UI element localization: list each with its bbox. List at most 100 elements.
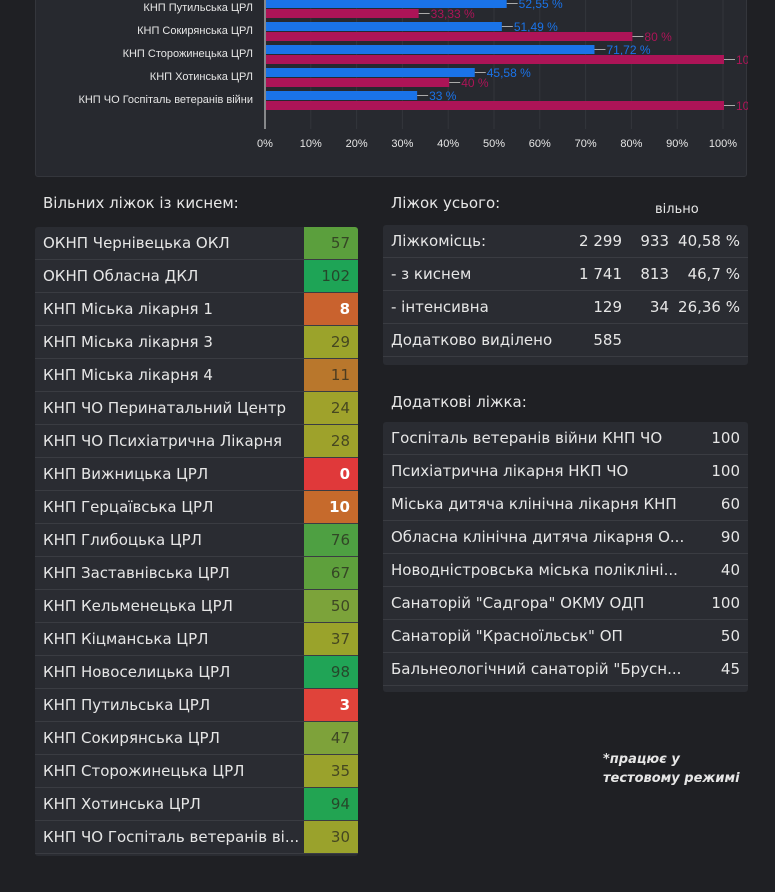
oxygen-table-row: КНП Міська лікарня 4 11 — [35, 359, 358, 392]
oxygen-table-row: КНП Кіцманська ЦРЛ 37 — [35, 623, 358, 656]
totals-total: 1 741 — [579, 265, 622, 283]
bar-red[interactable] — [266, 101, 724, 110]
free-oxygen-beds-value: 35 — [304, 755, 358, 787]
hospital-name: КНП Міська лікарня 3 — [43, 333, 213, 351]
oxygen-table-row: КНП Заставнівська ЦРЛ 67 — [35, 557, 358, 590]
hospital-name: КНП Путильська ЦРЛ — [43, 696, 211, 714]
note-line-2: тестовому режимі — [603, 771, 740, 786]
bar-red[interactable] — [266, 9, 419, 18]
x-tick-label: 40% — [437, 138, 459, 150]
oxygen-table-row: КНП ЧО Перинатальний Центр 24 — [35, 392, 358, 425]
extra-beds-value: 40 — [720, 561, 740, 579]
category-label: КНП Сторожинецька ЦРЛ — [123, 48, 253, 60]
occupancy-chart-panel: 0% 10% 20% 30% 40% 50% 60% 70% 80% 90% 100% КНП Пут… — [35, 0, 748, 177]
totals-percent: 46,7 % — [687, 265, 740, 283]
free-column-header: вільно — [655, 202, 699, 217]
totals-label: Додатково виділено — [391, 331, 553, 349]
test-mode-note: *працює у тестовому режимі — [603, 750, 740, 788]
free-oxygen-beds-value: 37 — [304, 623, 358, 655]
oxygen-table-row: КНП Вижницька ЦРЛ 0 — [35, 458, 358, 491]
x-tick-label: 0% — [257, 138, 273, 150]
data-label: 51,49 % — [514, 20, 558, 34]
oxygen-table-row: КНП Глибоцька ЦРЛ 76 — [35, 524, 358, 557]
oxygen-table-row: КНП ЧО Госпіталь ветеранів ві... 30 — [35, 821, 358, 854]
free-oxygen-beds-value: 28 — [304, 425, 358, 457]
facility-name: Госпіталь ветеранів війни КНП ЧО — [391, 429, 663, 447]
free-oxygen-beds-value: 50 — [304, 590, 358, 622]
x-tick-label: 90% — [666, 138, 688, 150]
category-label: КНП Сокирянська ЦРЛ — [137, 25, 253, 37]
bar-blue[interactable] — [266, 91, 418, 100]
x-tick-label: 50% — [483, 138, 505, 150]
bar-red[interactable] — [266, 78, 450, 87]
x-tick-label: 70% — [575, 138, 597, 150]
total-beds-title: Ліжок усього: — [391, 194, 501, 212]
hospital-name: КНП ЧО Перинатальний Центр — [43, 399, 286, 417]
free-oxygen-beds-value: 30 — [304, 821, 358, 853]
oxygen-table-row: КНП Кельменецька ЦРЛ 50 — [35, 590, 358, 623]
free-oxygen-beds-value: 76 — [304, 524, 358, 556]
free-oxygen-beds-value: 0 — [304, 458, 358, 490]
free-oxygen-beds-value: 94 — [304, 788, 358, 820]
hospital-name: КНП Хотинська ЦРЛ — [43, 795, 201, 813]
oxygen-table-row: КНП Сторожинецька ЦРЛ 35 — [35, 755, 358, 788]
hospital-name: ОКНП Обласна ДКЛ — [43, 267, 199, 285]
hospital-name: КНП Міська лікарня 1 — [43, 300, 213, 318]
extra-beds-row: Санаторій "Садгора" ОКМУ ОДП 100 — [383, 587, 748, 620]
hospital-name: ОКНП Чернівецька ОКЛ — [43, 234, 230, 252]
facility-name: Санаторій "Красноїльськ" ОП — [391, 627, 623, 645]
extra-beds-value: 100 — [711, 462, 740, 480]
totals-total: 129 — [593, 298, 622, 316]
bar-blue[interactable] — [266, 45, 595, 54]
totals-free: 933 — [640, 232, 669, 250]
x-tick-label: 80% — [620, 138, 642, 150]
hospital-name: КНП ЧО Госпіталь ветеранів ві... — [43, 828, 300, 846]
bar-blue[interactable] — [266, 68, 475, 77]
totals-free: 813 — [640, 265, 669, 283]
data-label: 52,55 % — [519, 0, 563, 11]
x-tick-label: 60% — [529, 138, 551, 150]
totals-table-row: Додатково виділено 585 — [383, 324, 748, 357]
oxygen-table-row: КНП Міська лікарня 3 29 — [35, 326, 358, 359]
data-label: 33,33 % — [431, 7, 475, 21]
x-tick-label: 100% — [709, 138, 737, 150]
extra-beds-value: 100 — [711, 429, 740, 447]
hospital-name: КНП Герцаївська ЦРЛ — [43, 498, 214, 516]
totals-free: 34 — [649, 298, 669, 316]
data-label: 80 % — [644, 30, 672, 44]
extra-beds-row: Новодністровська міська полікліні... 40 — [383, 554, 748, 587]
totals-label: Ліжкомісць: — [391, 232, 487, 250]
oxygen-table-row: КНП Сокирянська ЦРЛ 47 — [35, 722, 358, 755]
free-oxygen-beds-value: 57 — [304, 227, 358, 259]
facility-name: Психіатрична лікарня НКП ЧО — [391, 462, 629, 480]
bar-red[interactable] — [266, 32, 633, 41]
free-oxygen-beds-value: 11 — [304, 359, 358, 391]
extra-beds-row: Обласна клінічна дитяча лікарня О... 90 — [383, 521, 748, 554]
free-oxygen-beds-value: 98 — [304, 656, 358, 688]
oxygen-beds-table: ОКНП Чернівецька ОКЛ 57 ОКНП Обласна ДКЛ 10… — [35, 227, 358, 856]
extra-beds-row: Бальнеологічний санаторій "Брусн... 45 — [383, 653, 748, 686]
oxygen-table-row: КНП Путильська ЦРЛ 3 — [35, 689, 358, 722]
hospital-name: КНП Сокирянська ЦРЛ — [43, 729, 220, 747]
data-label: 33 % — [429, 89, 457, 103]
facility-name: Новодністровська міська полікліні... — [391, 561, 678, 579]
bar-red[interactable] — [266, 55, 724, 64]
category-label: КНП Хотинська ЦРЛ — [150, 71, 253, 83]
bar-blue[interactable] — [266, 0, 507, 8]
oxygen-beds-title: Вільних ліжок із киснем: — [43, 194, 239, 212]
data-label: 10 — [736, 99, 748, 113]
x-tick-label: 30% — [391, 138, 413, 150]
bar-blue[interactable] — [266, 22, 502, 31]
hospital-name: КНП Сторожинецька ЦРЛ — [43, 762, 245, 780]
extra-beds-table: Госпіталь ветеранів війни КНП ЧО 100 Психі… — [383, 422, 748, 692]
facility-name: Обласна клінічна дитяча лікарня О... — [391, 528, 685, 546]
totals-label: - інтенсивна — [391, 298, 489, 316]
category-label: КНП Путильська ЦРЛ — [143, 2, 253, 14]
hospital-name: КНП Кельменецька ЦРЛ — [43, 597, 233, 615]
free-oxygen-beds-value: 3 — [304, 689, 358, 721]
free-oxygen-beds-value: 67 — [304, 557, 358, 589]
oxygen-table-row: ОКНП Чернівецька ОКЛ 57 — [35, 227, 358, 260]
totals-table-row: Ліжкомісць: 2 299 933 40,58 % — [383, 225, 748, 258]
totals-percent: 40,58 % — [678, 232, 740, 250]
free-oxygen-beds-value: 29 — [304, 326, 358, 358]
